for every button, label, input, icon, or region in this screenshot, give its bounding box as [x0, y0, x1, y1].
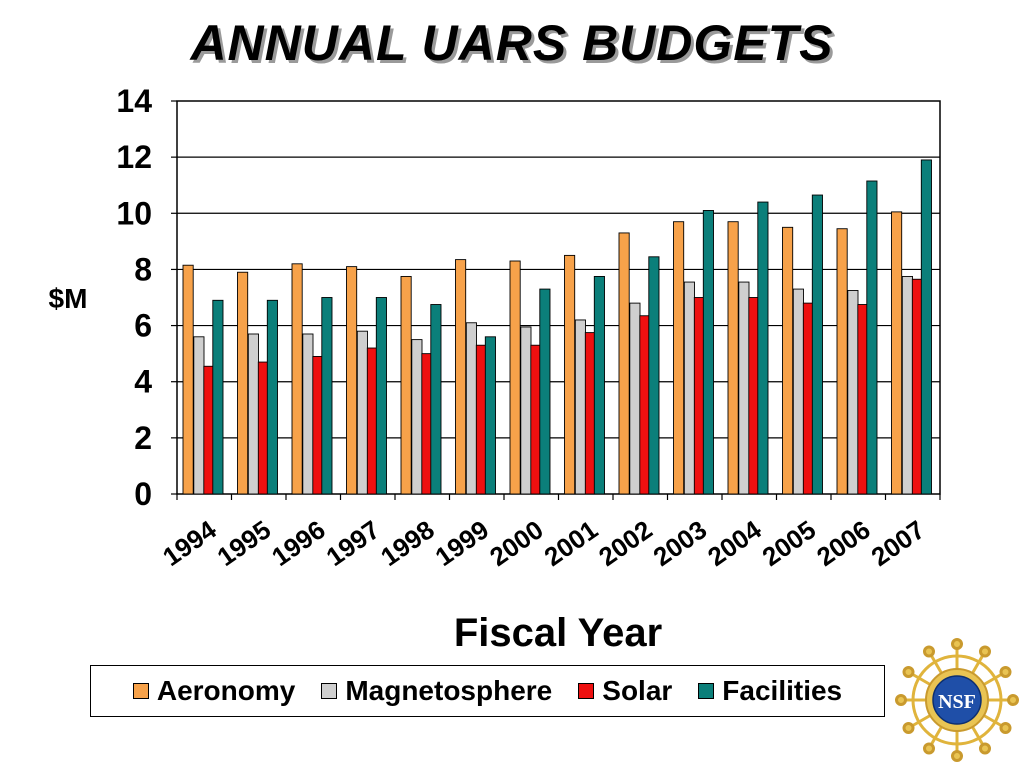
- x-tick-label: 2004: [702, 514, 767, 572]
- x-tick-label: 1996: [266, 514, 331, 572]
- bar-magnetosphere-1997: [356, 330, 368, 495]
- y-tick-label: 10: [116, 195, 152, 231]
- bar-magnetosphere-2007: [901, 275, 913, 495]
- bar-magnetosphere-2005: [792, 288, 804, 495]
- bar-magnetosphere-2000: [520, 326, 532, 495]
- chart-legend: Aeronomy Magnetosphere Solar Facilities: [90, 665, 885, 717]
- bar-facilities-1994: [212, 299, 224, 495]
- nsf-logo-text: NSF: [938, 691, 976, 713]
- bar-aeronomy-2007: [891, 211, 903, 495]
- x-tick-label: 2001: [539, 514, 604, 572]
- legend-swatch: [578, 683, 595, 699]
- bar-chart: 02468101214$M199419951996199719981999200…: [49, 83, 941, 655]
- bar-facilities-2000: [539, 288, 551, 495]
- bar-facilities-2003: [702, 210, 714, 495]
- legend-item-solar: Solar: [578, 675, 672, 707]
- x-tick-label: 2002: [593, 514, 658, 572]
- bar-facilities-2005: [811, 194, 823, 495]
- y-tick-label: 8: [134, 251, 152, 287]
- bar-aeronomy-1994: [182, 264, 194, 495]
- bar-facilities-1998: [430, 304, 442, 495]
- bar-magnetosphere-2003: [683, 281, 695, 495]
- bar-magnetosphere-1999: [465, 322, 477, 495]
- bar-magnetosphere-1996: [302, 333, 314, 495]
- y-axis-label: $M: [49, 283, 88, 314]
- chart-title: ANNUAL UARS BUDGETS: [190, 15, 834, 71]
- x-tick-label: 2003: [648, 514, 713, 572]
- bar-facilities-1997: [375, 297, 387, 495]
- x-tick-label: 2005: [757, 514, 822, 572]
- x-tick-label: 2000: [484, 514, 549, 572]
- x-tick-label: 2006: [811, 514, 876, 572]
- bar-aeronomy-2001: [564, 254, 576, 495]
- bar-magnetosphere-2006: [847, 290, 859, 495]
- bar-aeronomy-2006: [836, 228, 848, 495]
- bar-magnetosphere-1994: [193, 336, 205, 495]
- x-tick-label: 1998: [375, 514, 440, 572]
- x-tick-label: 1994: [157, 514, 222, 572]
- x-tick-label: 1995: [212, 514, 277, 572]
- bar-aeronomy-2005: [782, 226, 794, 495]
- bar-magnetosphere-2001: [574, 319, 586, 495]
- legend-label: Facilities: [722, 675, 843, 706]
- bar-magnetosphere-2002: [629, 302, 641, 495]
- x-tick-label: 1997: [321, 514, 386, 572]
- bar-facilities-1996: [321, 297, 333, 495]
- bar-aeronomy-1999: [455, 259, 467, 495]
- bar-aeronomy-1998: [400, 275, 412, 495]
- y-tick-label: 2: [134, 420, 152, 456]
- bar-aeronomy-2003: [673, 221, 685, 495]
- nsf-logo: NSF: [895, 638, 1019, 762]
- bar-aeronomy-1997: [346, 266, 358, 495]
- bar-magnetosphere-2004: [738, 281, 750, 495]
- y-tick-label: 12: [116, 139, 152, 175]
- bar-aeronomy-1995: [237, 271, 249, 495]
- x-tick-label: 1999: [430, 514, 495, 572]
- bar-aeronomy-1996: [291, 263, 303, 495]
- y-tick-label: 6: [134, 308, 152, 344]
- y-tick-label: 4: [134, 364, 152, 400]
- bar-facilities-2007: [920, 159, 932, 495]
- bar-magnetosphere-1998: [411, 339, 423, 495]
- bar-aeronomy-2002: [618, 232, 630, 495]
- legend-item-aeronomy: Aeronomy: [132, 675, 296, 707]
- bar-facilities-2006: [866, 180, 878, 495]
- bar-facilities-1995: [266, 299, 278, 495]
- bar-aeronomy-2000: [509, 260, 521, 495]
- bar-facilities-2002: [648, 256, 660, 495]
- legend-swatch: [698, 683, 715, 699]
- x-axis-label: Fiscal Year: [454, 611, 662, 655]
- legend-swatch: [321, 683, 338, 699]
- x-tick-label: 2007: [866, 514, 931, 572]
- legend-label: Magnetosphere: [345, 675, 553, 706]
- bar-facilities-2004: [757, 201, 769, 495]
- plot-area: [176, 100, 941, 495]
- legend-label: Aeronomy: [156, 675, 296, 706]
- y-tick-label: 14: [116, 83, 152, 119]
- bar-magnetosphere-1995: [247, 333, 259, 495]
- legend-item-magnetosphere: Magnetosphere: [321, 675, 552, 707]
- legend-swatch: [132, 683, 149, 699]
- legend-label: Solar: [602, 675, 673, 706]
- bar-facilities-2001: [593, 275, 605, 495]
- legend-item-facilities: Facilities: [698, 675, 842, 707]
- bar-aeronomy-2004: [727, 221, 739, 495]
- y-tick-label: 0: [134, 476, 152, 512]
- bar-facilities-1999: [484, 336, 496, 495]
